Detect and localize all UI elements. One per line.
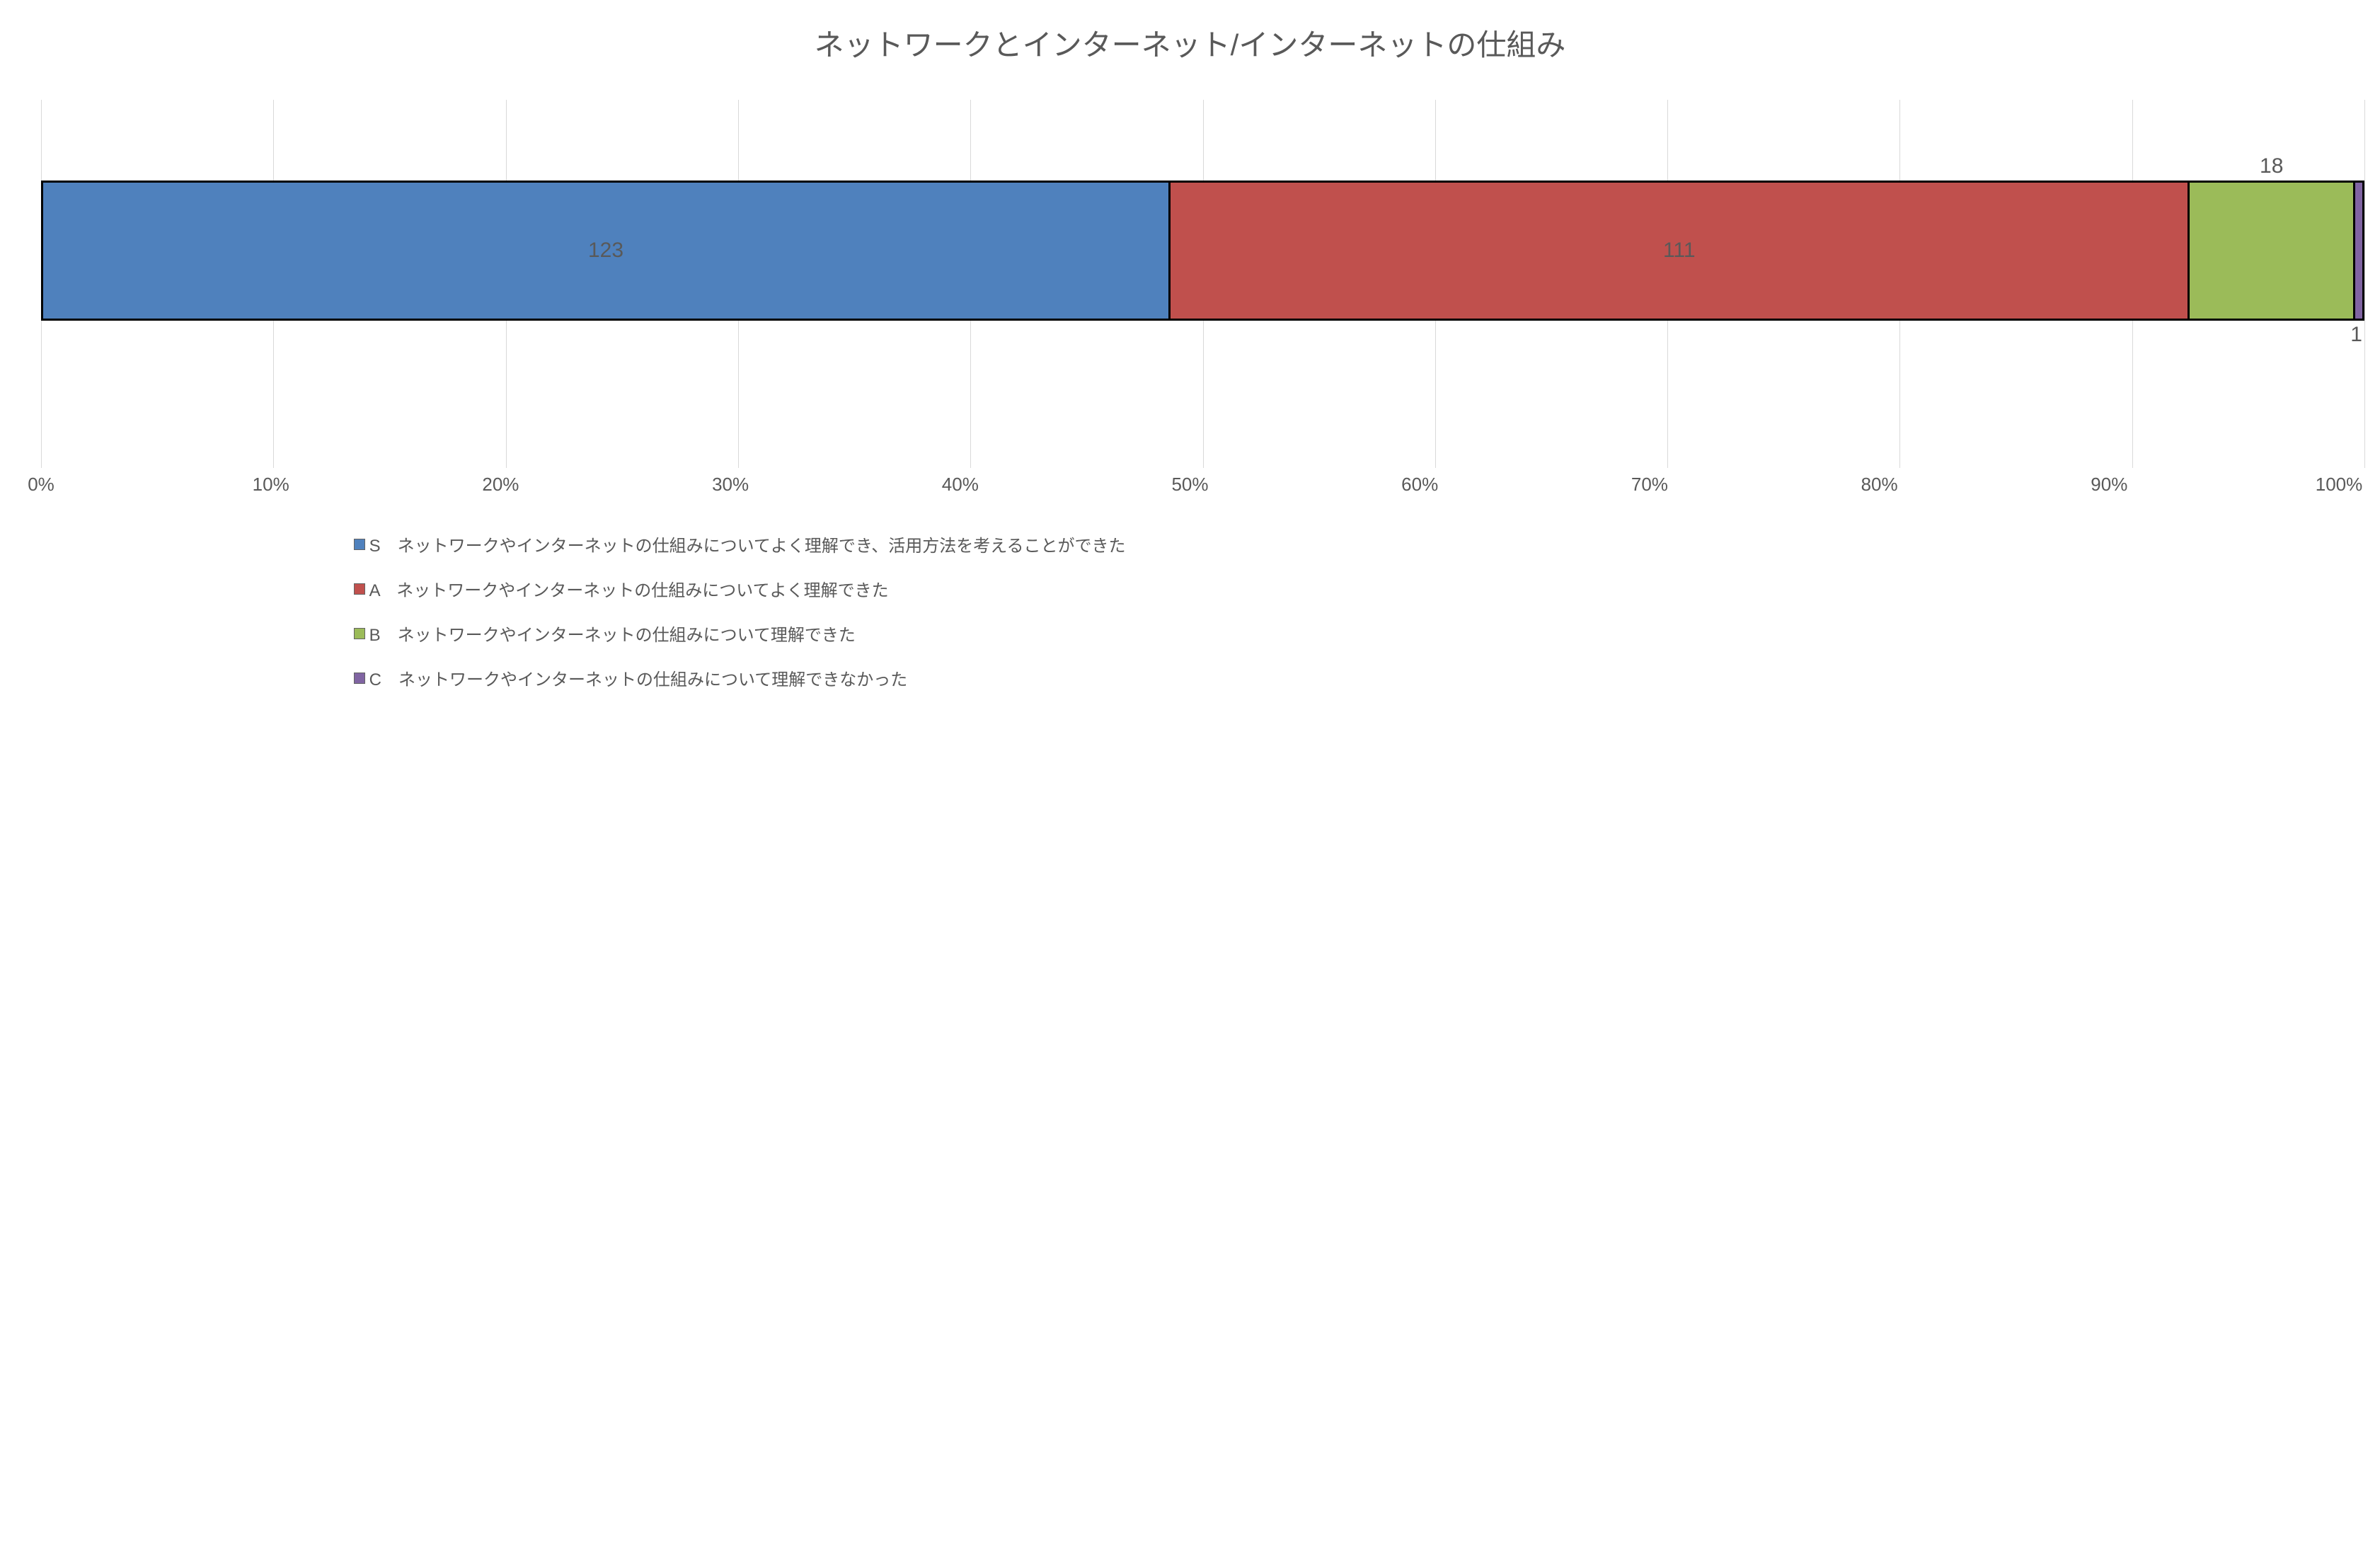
x-tick-label: 0%	[28, 474, 54, 496]
legend: S ネットワークやインターネットの仕組みについてよく理解でき、活用方法を考えるこ…	[354, 532, 2352, 690]
x-tick-label: 20%	[482, 474, 519, 496]
x-tick-label: 60%	[1401, 474, 1438, 496]
x-tick-label: 90%	[2091, 474, 2127, 496]
x-tick-label: 70%	[1631, 474, 1668, 496]
x-tick-label: 50%	[1171, 474, 1208, 496]
bar-segment-b: 18	[2190, 181, 2355, 321]
x-tick-label: 10%	[253, 474, 289, 496]
legend-text-a: A ネットワークやインターネットの仕組みについてよく理解できた	[369, 576, 889, 601]
bar-segment-s: 123	[41, 181, 1171, 321]
legend-marker-c	[354, 673, 365, 684]
legend-marker-a	[354, 583, 365, 595]
bar-segment-c: 1	[2355, 181, 2364, 321]
legend-marker-b	[354, 628, 365, 639]
bar-segment-label-a: 111	[1663, 239, 1696, 263]
legend-text-b: B ネットワークやインターネットの仕組みについて理解できた	[369, 621, 856, 646]
plot-inner: 123111181	[41, 100, 2364, 468]
x-axis: 0%10%20%30%40%50%60%70%80%90%100%	[41, 468, 2339, 496]
bar-segment-label-s: 123	[588, 239, 623, 263]
legend-text-c: C ネットワークやインターネットの仕組みについて理解できなかった	[369, 665, 908, 690]
x-tick-label: 80%	[1861, 474, 1898, 496]
legend-item-b: B ネットワークやインターネットの仕組みについて理解できた	[354, 621, 2352, 646]
plot-area: 123111181 0%10%20%30%40%50%60%70%80%90%1…	[28, 100, 2352, 503]
chart-title: ネットワークとインターネット/インターネットの仕組み	[28, 21, 2352, 64]
legend-text-s: S ネットワークやインターネットの仕組みについてよく理解でき、活用方法を考えるこ…	[369, 532, 1126, 556]
bar-segment-label-b: 18	[2260, 154, 2283, 178]
legend-item-c: C ネットワークやインターネットの仕組みについて理解できなかった	[354, 665, 2352, 690]
bar-segment-a: 111	[1171, 181, 2190, 321]
legend-item-a: A ネットワークやインターネットの仕組みについてよく理解できた	[354, 576, 2352, 601]
legend-marker-s	[354, 539, 365, 550]
x-tick-label: 40%	[942, 474, 979, 496]
legend-item-s: S ネットワークやインターネットの仕組みについてよく理解でき、活用方法を考えるこ…	[354, 532, 2352, 556]
gridline	[2364, 100, 2365, 468]
chart-container: ネットワークとインターネット/インターネットの仕組み 123111181 0%1…	[0, 0, 2380, 719]
x-tick-label: 100%	[2316, 474, 2363, 496]
bar-segment-label-c: 1	[2350, 323, 2362, 347]
x-tick-label: 30%	[712, 474, 749, 496]
bar-track: 123 111 181	[41, 181, 2364, 321]
